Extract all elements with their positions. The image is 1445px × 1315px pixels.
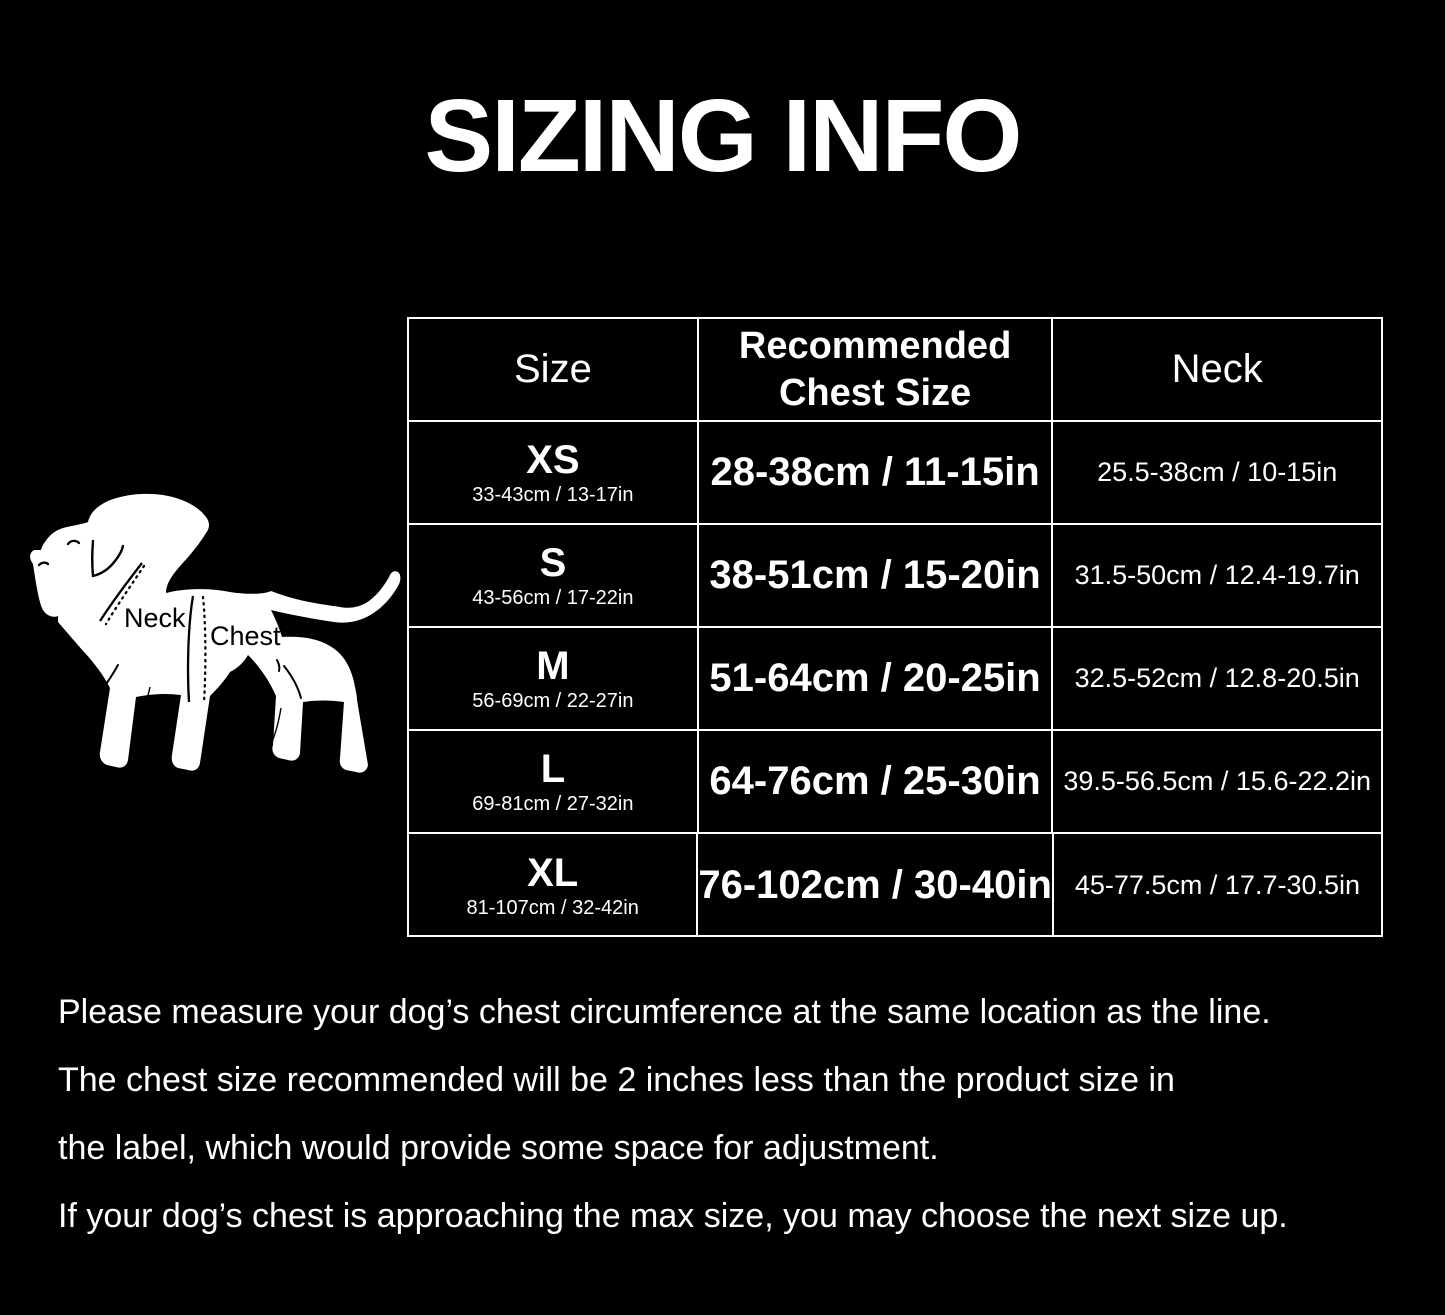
svg-text:Chest: Chest bbox=[210, 621, 281, 651]
svg-text:Neck: Neck bbox=[124, 603, 186, 633]
